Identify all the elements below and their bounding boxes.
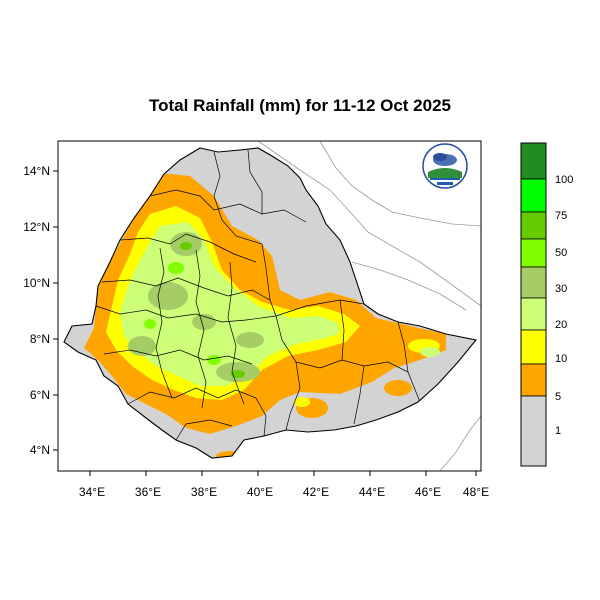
lon-tick-label: 40°E [247,485,273,499]
colorbar-label: 1 [555,425,561,437]
colorbar-label: 20 [555,319,567,331]
lon-tick-label: 34°E [79,485,105,499]
colorbar-swatch [520,297,547,331]
lat-tick-label: 6°N [30,388,50,402]
lon-tick-label: 36°E [135,485,161,499]
colorbar-swatch [520,142,547,180]
colorbar-swatch [520,238,547,268]
colorbar-swatch [520,395,547,467]
lon-tick-label: 44°E [359,485,385,499]
lat-tick-label: 12°N [23,220,50,234]
neighbor-boundaries [257,141,481,471]
lon-tick-label: 38°E [191,485,217,499]
colorbar-swatch [520,266,547,299]
colorbar-swatch [520,178,547,213]
lat-tick-label: 8°N [30,332,50,346]
lon-tick-label: 46°E [415,485,441,499]
lat-tick-label: 14°N [23,164,50,178]
colorbar-swatch [520,363,547,397]
colorbar [520,142,547,467]
colorbar-label: 30 [555,283,567,295]
lat-tick-label: 4°N [30,443,50,457]
lat-tick-label: 10°N [23,276,50,290]
colorbar-label: 10 [555,353,567,365]
colorbar-label: 5 [555,391,561,403]
lon-tick-label: 48°E [463,485,489,499]
colorbar-swatch [520,329,547,365]
meteorology-agency-logo [422,143,468,189]
lon-tick-label: 42°E [303,485,329,499]
axis-ticks [53,170,477,476]
map-frame [57,140,482,472]
admin-boundaries [95,149,421,441]
lon-tick-labels: 34°E 36°E 38°E 40°E 42°E 44°E 46°E 48°E [79,485,489,499]
colorbar-label: 75 [555,210,567,222]
colorbar-swatch [520,211,547,240]
colorbar-label: 50 [555,247,567,259]
lat-tick-labels: 14°N 12°N 10°N 8°N 6°N 4°N [23,164,50,457]
map-title: Total Rainfall (mm) for 11-12 Oct 2025 [149,96,451,115]
colorbar-label: 100 [555,174,573,186]
colorbar-labels: 100 75 50 30 20 10 5 1 [555,174,573,437]
